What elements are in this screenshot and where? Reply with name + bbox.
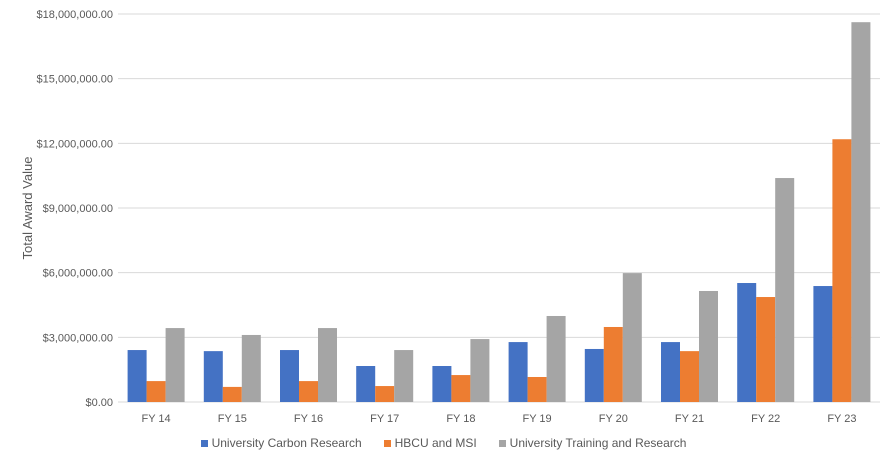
bar-university-training-and-research	[775, 178, 795, 402]
x-axis-ticks: FY 14 FY 15 FY 16 FY 17 FY 18 FY 19 FY 20 FY 21…	[142, 413, 857, 425]
x-tick-label: FY 18	[446, 413, 475, 425]
bar-university-training-and-research	[394, 350, 414, 402]
bar-university-training-and-research	[622, 273, 642, 402]
bar-hbcu-and-msi	[527, 376, 547, 402]
bar-university-carbon-research	[280, 350, 299, 402]
x-tick-label: FY 15	[218, 413, 247, 425]
legend-label: University Carbon Research	[211, 436, 362, 450]
bars	[127, 22, 871, 403]
legend-item: University Training and Research	[498, 436, 687, 450]
bar-university-training-and-research	[165, 328, 185, 402]
x-tick-label: FY 16	[294, 413, 323, 425]
bar-university-carbon-research	[203, 351, 223, 402]
legend-swatch	[498, 439, 506, 447]
bar-university-carbon-research	[661, 342, 680, 402]
y-tick-label: $15,000,000.00	[37, 74, 113, 86]
y-tick-label: $0.00	[85, 397, 113, 409]
x-tick-label: FY 19	[523, 413, 552, 425]
x-tick-label: FY 23	[827, 413, 856, 425]
legend-label: University Training and Research	[509, 436, 687, 450]
legend: University Carbon Research HBCU and MSI Un…	[0, 436, 887, 450]
y-tick-label: $18,000,000.00	[37, 9, 113, 21]
bar-university-carbon-research	[432, 366, 452, 402]
bar-hbcu-and-msi	[451, 375, 471, 402]
bar-university-carbon-research	[737, 283, 757, 402]
legend-item: University Carbon Research	[200, 436, 362, 450]
bar-hbcu-and-msi	[375, 386, 395, 402]
bar-chart: $0.00 $3,000,000.00 $6,000,000.00 $9,000,00…	[20, 9, 880, 425]
x-tick-label: FY 17	[370, 413, 399, 425]
bar-university-training-and-research	[318, 328, 337, 402]
bar-university-carbon-research	[127, 350, 147, 402]
bar-hbcu-and-msi	[680, 351, 699, 402]
bar-university-training-and-research	[546, 315, 566, 402]
bar-hbcu-and-msi	[756, 297, 776, 402]
y-axis-label: Total Award Value	[20, 157, 35, 260]
bar-university-carbon-research	[508, 342, 528, 402]
y-tick-label: $3,000,000.00	[43, 332, 113, 344]
legend-item: HBCU and MSI	[383, 436, 477, 450]
bar-hbcu-and-msi	[299, 381, 318, 402]
bar-university-training-and-research	[851, 22, 871, 403]
bar-university-carbon-research	[584, 348, 604, 402]
bar-university-carbon-research	[813, 286, 833, 402]
y-tick-label: $9,000,000.00	[43, 203, 113, 215]
x-tick-label: FY 20	[599, 413, 628, 425]
bar-university-training-and-research	[470, 339, 490, 402]
bar-university-training-and-research	[241, 334, 261, 402]
bar-university-carbon-research	[356, 366, 376, 402]
legend-swatch	[200, 439, 208, 447]
x-tick-label: FY 14	[142, 413, 171, 425]
y-tick-label: $12,000,000.00	[37, 138, 113, 150]
bar-hbcu-and-msi	[146, 381, 166, 402]
y-axis-ticks: $0.00 $3,000,000.00 $6,000,000.00 $9,000,00…	[37, 9, 113, 409]
bar-hbcu-and-msi	[832, 139, 852, 402]
bar-university-training-and-research	[699, 290, 718, 402]
y-tick-label: $6,000,000.00	[43, 268, 113, 280]
bar-hbcu-and-msi	[603, 326, 623, 402]
legend-swatch	[383, 439, 391, 447]
x-tick-label: FY 22	[751, 413, 780, 425]
x-tick-label: FY 21	[675, 413, 704, 425]
legend-label: HBCU and MSI	[394, 436, 477, 450]
bar-hbcu-and-msi	[222, 386, 242, 402]
